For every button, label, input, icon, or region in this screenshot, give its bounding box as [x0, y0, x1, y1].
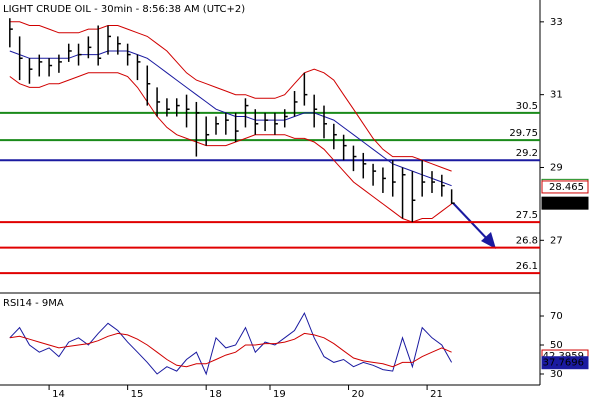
x-tick-label: 14 — [52, 389, 65, 400]
series-line — [9, 332, 452, 368]
y-tick-label: 29 — [550, 162, 563, 173]
level-label: 27.5 — [516, 210, 538, 221]
value-label: 28.02 — [555, 198, 584, 209]
series-line — [9, 311, 453, 376]
x-tick-label: 19 — [273, 389, 286, 400]
level-label: 29.2 — [516, 148, 538, 159]
y-tick-label: 31 — [550, 90, 563, 101]
y-tick-label: 33 — [550, 17, 563, 28]
value-box — [541, 180, 589, 194]
level-label: 26.1 — [516, 261, 538, 272]
value-box — [541, 196, 589, 210]
level-label: 29.75 — [509, 128, 538, 139]
value-box — [541, 356, 589, 370]
overlay-line — [9, 50, 452, 187]
overlay-line — [9, 21, 452, 172]
level-label: 30.5 — [516, 101, 538, 112]
y-tick-label: 70 — [550, 311, 563, 322]
rsi-title: RSI14 - 9MA — [3, 298, 64, 309]
x-tick-label: 18 — [209, 389, 222, 400]
y-tick-label: 50 — [550, 340, 563, 351]
x-tick-label: 15 — [131, 389, 144, 400]
value-label: 37.7696 — [543, 358, 584, 369]
overlay-line — [9, 72, 452, 223]
x-tick-label: 20 — [352, 389, 365, 400]
x-tick-label: 21 — [430, 389, 443, 400]
value-label: 28.465 — [549, 182, 584, 193]
chart-title: LIGHT CRUDE OIL - 30min - 8:56:38 AM (UT… — [3, 4, 245, 15]
y-tick-label: 30 — [550, 369, 563, 380]
y-tick-label: 27 — [550, 235, 563, 246]
level-label: 26.8 — [516, 236, 538, 247]
